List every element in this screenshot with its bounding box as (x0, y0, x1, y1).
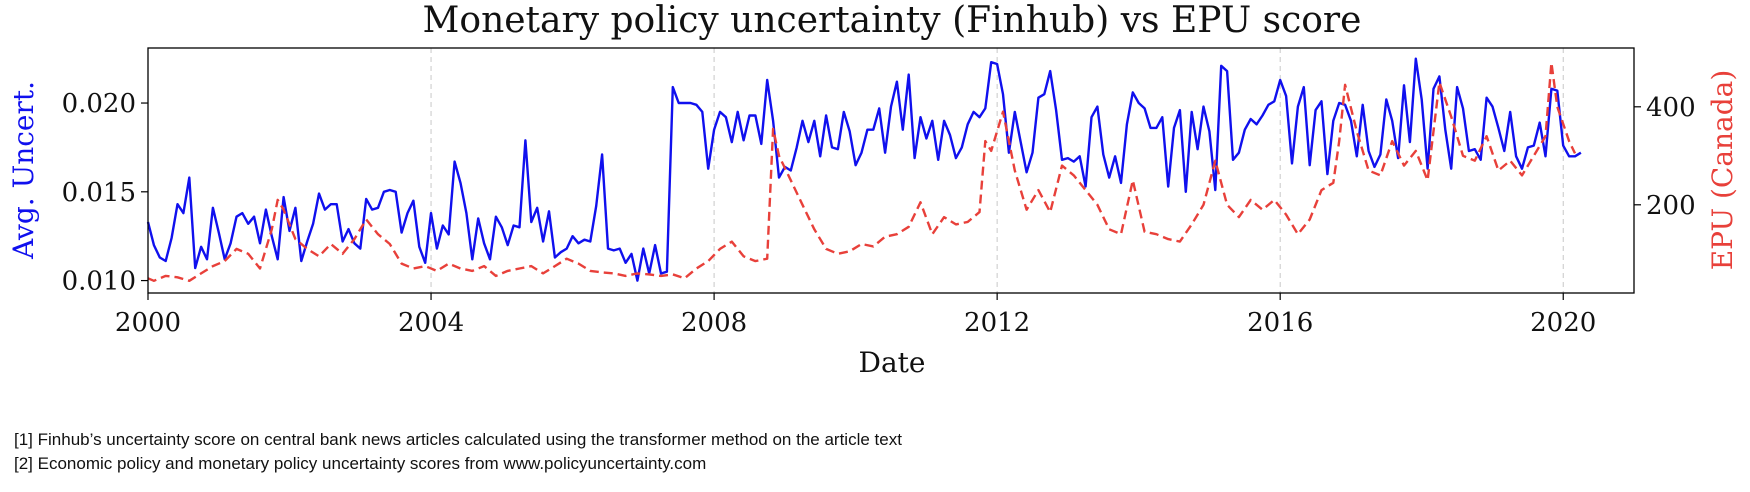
x-tick-label: 2000 (115, 308, 181, 338)
footnote-1: [1] Finhub’s uncertainty score on centra… (14, 430, 902, 449)
line-avg-uncert (146, 57, 1582, 282)
line-epu-canada (147, 61, 1577, 282)
series-epu-canada (147, 61, 1577, 282)
right-y-tick-label: 400 (1646, 93, 1696, 123)
x-tick-label: 2008 (681, 308, 747, 338)
left-y-tick-label: 0.010 (62, 267, 136, 297)
right-y-tick-label: 200 (1646, 191, 1696, 221)
left-y-axis-label: Avg. Uncert. (7, 81, 40, 260)
right-y-axis-label: EPU (Canada) (1706, 70, 1739, 271)
right-y-axis-ticks: 200 400 (1634, 93, 1696, 221)
x-axis-ticks: 2000 2004 2008 2012 2016 2020 (115, 293, 1596, 338)
footnote-2: [2] Economic policy and monetary policy … (14, 454, 707, 473)
x-tick-label: 2020 (1530, 308, 1596, 338)
left-y-axis-ticks: 0.010 0.015 0.020 (62, 89, 148, 297)
chart-title: Monetary policy uncertainty (Finhub) vs … (423, 0, 1362, 41)
plot-frame (147, 47, 1635, 294)
grid-lines (147, 48, 1564, 293)
left-y-tick-label: 0.020 (62, 89, 136, 119)
chart-svg: Monetary policy uncertainty (Finhub) vs … (7, 0, 1739, 379)
left-y-tick-label: 0.015 (62, 178, 136, 208)
footnotes: [1] Finhub’s uncertainty score on centra… (14, 428, 902, 476)
x-tick-label: 2012 (964, 308, 1030, 338)
series-avg-uncert (146, 57, 1582, 282)
x-tick-label: 2016 (1247, 308, 1313, 338)
x-axis-label: Date (859, 346, 926, 379)
x-tick-label: 2004 (398, 308, 464, 338)
